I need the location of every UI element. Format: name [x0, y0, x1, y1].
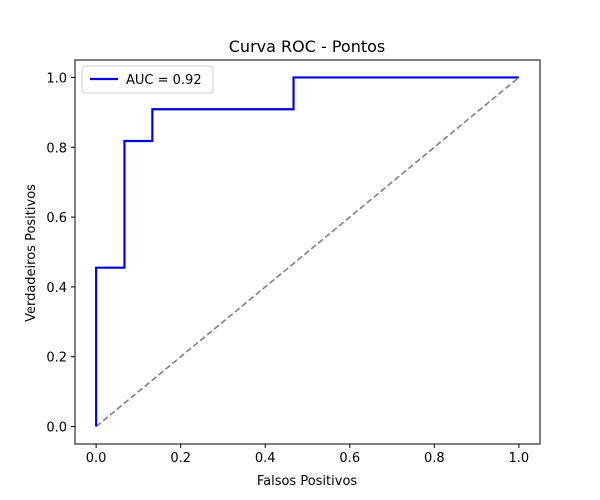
y-tick-label: 0.4	[46, 281, 67, 296]
y-tick-label: 0.8	[46, 141, 67, 156]
legend-box	[81, 65, 214, 94]
x-tick-label: 0.0	[86, 451, 107, 466]
roc-curve-line	[95, 76, 519, 427]
y-tick-label: 0.2	[46, 351, 67, 366]
plot-frame	[74, 59, 541, 445]
x-axis-ticks: 0.0 0.2 0.4 0.6 0.8 1.0	[86, 444, 529, 466]
y-tick-label: 0.6	[46, 211, 67, 226]
y-axis-ticks: 0.0 0.2 0.4 0.6 0.8 1.0	[46, 71, 75, 436]
x-tick-label: 0.4	[255, 451, 276, 466]
x-tick-label: 0.2	[170, 451, 191, 466]
x-axis-label: Falsos Positivos	[257, 474, 358, 489]
x-tick-label: 0.6	[339, 451, 360, 466]
x-tick-label: 0.8	[424, 451, 445, 466]
chance-diagonal-line	[95, 76, 520, 428]
y-tick-label: 1.0	[46, 71, 67, 86]
chart-title: Curva ROC - Pontos	[229, 37, 385, 56]
y-tick-label: 0.0	[46, 421, 67, 436]
y-axis-label: Verdadeiros Positivos	[24, 184, 39, 322]
x-tick-label: 1.0	[509, 451, 530, 466]
legend-label: AUC = 0.92	[126, 73, 202, 88]
plot-layer	[95, 76, 520, 428]
legend: AUC = 0.92	[81, 65, 214, 94]
